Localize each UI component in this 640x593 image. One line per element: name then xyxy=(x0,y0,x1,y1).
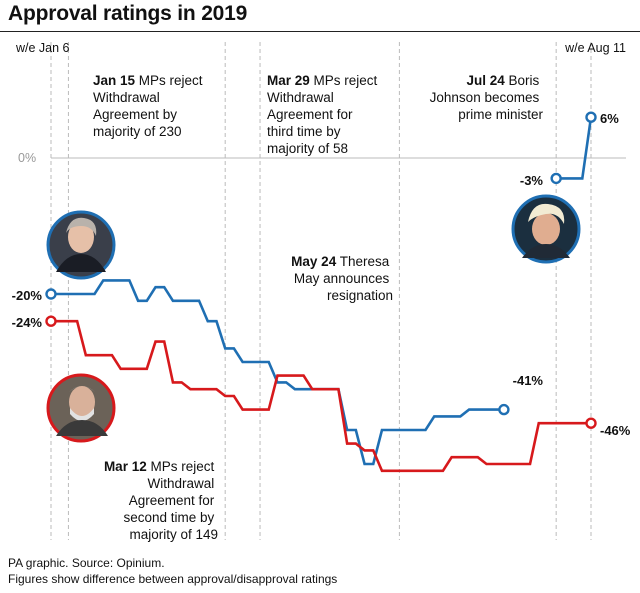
source-note: PA graphic. Source: Opinium. xyxy=(8,556,165,570)
conservative-may-end-label: -41% xyxy=(513,373,544,388)
title-divider xyxy=(0,31,640,32)
series-1-line-segment-0 xyxy=(51,319,591,473)
annotation-layer: w/e Jan 6 w/e Aug 11 0% Jan 15 MPs rejec… xyxy=(15,41,626,542)
boris-johnson-portrait xyxy=(511,194,581,264)
annotation-may24-date: May 24 xyxy=(291,254,337,269)
series-0-line-segment-0 xyxy=(51,279,504,466)
series-layer xyxy=(45,111,597,473)
portrait-layer xyxy=(46,194,581,443)
annotation-mar12-date: Mar 12 xyxy=(104,459,147,474)
zero-tick-label: 0% xyxy=(18,151,36,165)
x-start-label: w/e Jan 6 xyxy=(15,41,70,55)
annotation-jul24-date: Jul 24 xyxy=(466,73,505,88)
annotation-jan15: Jan 15 MPs reject Withdrawal Agreement b… xyxy=(93,73,206,139)
annotation-mar12: Mar 12 MPs reject Withdrawal Agreement f… xyxy=(104,459,218,542)
annotation-jan15-date: Jan 15 xyxy=(93,73,136,88)
chart-title: Approval ratings in 2019 xyxy=(8,2,248,25)
value-label-layer: -20% -24% -41% -3% 6% -46% xyxy=(12,111,631,438)
x-end-label: w/e Aug 11 xyxy=(564,41,626,55)
conservative-start-label: -20% xyxy=(12,288,43,303)
series-0-point-week-31 xyxy=(585,111,597,123)
labour-end-label: -46% xyxy=(600,423,631,438)
series-0-point-week-29 xyxy=(550,172,562,185)
theresa-may-portrait xyxy=(46,210,116,280)
labour-start-label: -24% xyxy=(12,315,43,330)
annotation-mar29: Mar 29 MPs reject Withdrawal Agreement f… xyxy=(267,73,381,156)
series-0-point-week-26 xyxy=(498,403,510,416)
series-0-point-week-0 xyxy=(45,288,57,300)
annotation-mar29-date: Mar 29 xyxy=(267,73,310,88)
series-0-line-segment-1 xyxy=(556,117,593,180)
conservative-end-label: 6% xyxy=(600,111,619,126)
series-1-point-week-0 xyxy=(45,315,57,327)
conservative-johnson-start-label: -3% xyxy=(520,173,544,188)
jeremy-corbyn-portrait xyxy=(46,373,116,443)
chart-footer: PA graphic. Source: Opinium. Figures sho… xyxy=(8,555,337,587)
series-1-point-week-31 xyxy=(585,417,597,429)
annotation-jul24: Jul 24 Boris Johnson becomes prime minis… xyxy=(430,73,544,122)
annotation-may24: May 24 Theresa May announces resignation xyxy=(291,254,393,303)
methodology-note: Figures show difference between approval… xyxy=(8,572,338,586)
